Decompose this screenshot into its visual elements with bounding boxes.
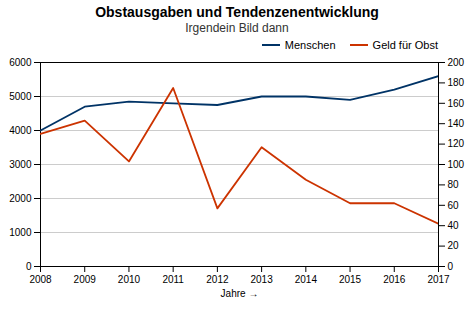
svg-text:40: 40 [448, 220, 460, 231]
svg-text:120: 120 [448, 138, 465, 149]
html-text:Irgendein Bild dann: Irgendein Bild dann [185, 21, 289, 35]
svg-text:0: 0 [448, 261, 454, 272]
svg-text:60: 60 [448, 200, 460, 211]
svg-text:2017: 2017 [427, 274, 450, 285]
svg-text:80: 80 [448, 179, 460, 190]
svg-text:140: 140 [448, 118, 465, 129]
svg-text:2015: 2015 [339, 274, 362, 285]
html-text:Menschen: Menschen [284, 39, 336, 51]
svg-text:200: 200 [448, 57, 465, 68]
svg-text:3000: 3000 [9, 159, 32, 170]
svg-text:100: 100 [448, 159, 465, 170]
svg-text:2010: 2010 [118, 274, 141, 285]
svg-text:2014: 2014 [295, 274, 318, 285]
svg-text:6000: 6000 [9, 57, 32, 68]
svg-text:4000: 4000 [9, 125, 32, 136]
svg-text:0: 0 [26, 261, 32, 272]
svg-text:2013: 2013 [250, 274, 273, 285]
svg-text:1000: 1000 [9, 227, 32, 238]
svg-text:180: 180 [448, 77, 465, 88]
svg-text:20: 20 [448, 240, 460, 251]
svg-text:2000: 2000 [9, 193, 32, 204]
svg-text:2016: 2016 [383, 274, 406, 285]
svg-text:5000: 5000 [9, 91, 32, 102]
svg-text:160: 160 [448, 98, 465, 109]
svg-text:2012: 2012 [206, 274, 229, 285]
svg-text:2009: 2009 [74, 274, 97, 285]
svg-text:Jahre →: Jahre → [221, 288, 259, 299]
svg-text:2011: 2011 [162, 274, 184, 285]
html-text:Obstausgaben und Tendenzenentw: Obstausgaben und Tendenzenentwicklung [95, 4, 379, 20]
html-text:Geld für Obst: Geld für Obst [372, 39, 438, 51]
svg-text:2008: 2008 [29, 274, 52, 285]
